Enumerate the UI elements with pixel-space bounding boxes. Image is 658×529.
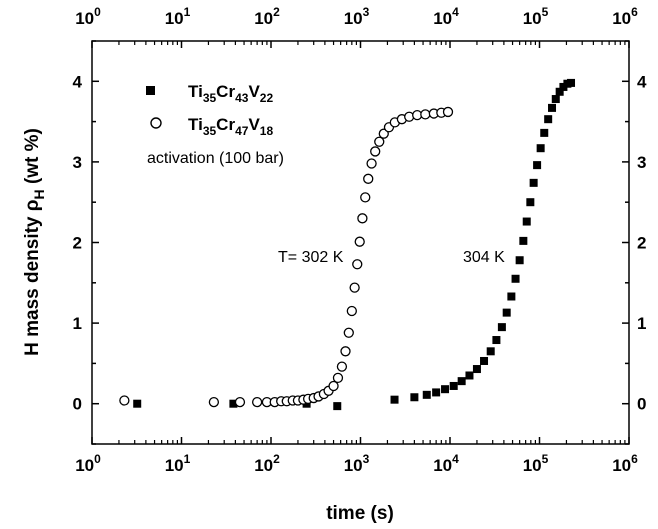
y-tick-label-right: 4 (637, 72, 647, 91)
x-tick-label-bottom: 100 (75, 452, 101, 475)
y-tick-label-left: 1 (73, 314, 82, 333)
legend: Ti35Cr43V22 Ti35Cr47V18 activation (100 … (146, 82, 284, 167)
y-tick-label-left: 4 (73, 72, 83, 91)
data-point-circle (349, 282, 360, 293)
data-point-square (529, 178, 538, 187)
data-point-square (449, 381, 458, 390)
data-point-square (533, 161, 542, 170)
data-point-square (511, 274, 520, 283)
y-tick-label-right: 0 (637, 395, 646, 414)
data-point-square (544, 115, 553, 124)
x-tick-label-bottom: 104 (433, 452, 459, 475)
x-axis-title: time (s) (326, 503, 394, 524)
data-point-circle (340, 346, 351, 357)
data-point-circle (354, 236, 365, 247)
data-point-circle (343, 327, 354, 338)
data-series (119, 78, 576, 411)
legend-label-2: Ti35Cr47V18 (188, 115, 273, 138)
data-point-square (548, 103, 557, 112)
x-tick-label-top: 101 (165, 5, 191, 28)
y-tick-label-left: 2 (73, 234, 82, 253)
x-tick-labels-bottom: 100 101 102 103 104 105 106 (75, 452, 638, 475)
annotation-304k: 304 K (463, 249, 505, 266)
data-point-square (410, 393, 419, 402)
data-point-circle (374, 136, 385, 147)
data-point-square (551, 95, 560, 104)
data-point-circle (119, 395, 130, 406)
annotation-302k: T= 302 K (278, 249, 344, 266)
x-tick-label-bottom: 105 (523, 452, 549, 475)
data-point-square (507, 292, 516, 301)
y-tick-label-right: 1 (637, 314, 646, 333)
y-axis-title: H mass density ρH (wt %) (22, 128, 47, 356)
data-point-square (457, 377, 466, 386)
data-point-circle (234, 396, 246, 408)
legend-marker-circle (150, 117, 162, 129)
data-point-square (133, 399, 142, 408)
data-point-square (422, 390, 431, 399)
x-tick-label-bottom: 102 (254, 452, 280, 475)
data-point-circle (370, 146, 381, 157)
data-point-square (555, 87, 564, 96)
data-point-square (536, 144, 545, 153)
x-tick-label-bottom: 101 (165, 452, 191, 475)
x-tick-label-bottom: 106 (612, 452, 638, 475)
data-point-square (472, 365, 481, 374)
legend-label-1: Ti35Cr43V22 (188, 82, 273, 105)
data-point-circle (336, 361, 348, 372)
data-point-square (522, 217, 531, 226)
data-point-circle (442, 106, 454, 118)
data-point-circle (420, 109, 431, 120)
data-point-circle (328, 380, 339, 392)
data-point-circle (366, 158, 377, 169)
data-point-square (567, 78, 576, 87)
data-point-square (526, 198, 535, 207)
y-tick-label-left: 0 (73, 395, 82, 414)
x-tick-label-top: 105 (523, 5, 549, 28)
data-point-square (480, 356, 489, 365)
x-tick-labels-top: 100 101 102 103 104 105 106 (75, 5, 638, 28)
data-point-square (432, 388, 441, 397)
series-1 (133, 78, 576, 411)
axis-ticks (91, 40, 630, 445)
data-point-circle (360, 192, 371, 203)
data-point-square (502, 308, 511, 317)
x-tick-label-top: 106 (612, 5, 638, 28)
y-tick-label-right: 3 (637, 153, 646, 172)
x-tick-label-top: 100 (75, 5, 101, 28)
data-point-circle (357, 213, 368, 224)
x-tick-label-top: 104 (433, 5, 459, 28)
data-point-circle (332, 372, 344, 384)
legend-marker-square (146, 86, 155, 95)
data-point-square (492, 336, 501, 345)
x-tick-label-top: 103 (344, 5, 370, 28)
y-tick-label-right: 2 (637, 234, 646, 253)
data-point-circle (346, 305, 357, 317)
data-point-square (519, 236, 528, 245)
data-point-square (441, 385, 450, 394)
data-point-square (497, 323, 506, 332)
y-tick-labels-left: 0 1 2 3 4 (73, 72, 83, 413)
data-point-square (515, 256, 524, 265)
data-point-square (229, 399, 238, 408)
data-point-circle (251, 396, 263, 408)
x-tick-label-bottom: 103 (344, 452, 370, 475)
y-tick-label-left: 3 (73, 153, 82, 172)
y-tick-labels-right: 0 1 2 3 4 (637, 72, 647, 413)
data-point-square (333, 402, 342, 411)
data-point-circle (352, 259, 363, 270)
data-point-square (486, 347, 495, 356)
data-point-circle (208, 396, 220, 408)
data-point-square (390, 395, 399, 404)
x-tick-label-top: 102 (254, 5, 280, 28)
data-point-square (540, 128, 549, 137)
data-point-square (465, 371, 474, 380)
series-2 (119, 106, 454, 408)
data-point-circle (363, 173, 374, 184)
legend-note: activation (100 bar) (147, 150, 284, 167)
